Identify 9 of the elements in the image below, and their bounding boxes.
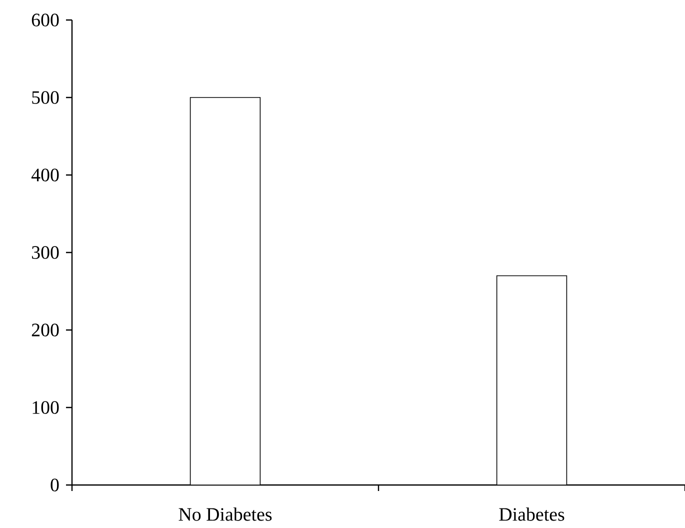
- y-tick-label: 400: [31, 168, 59, 182]
- y-tick-label: 200: [32, 324, 59, 336]
- y-tick-label: 600: [32, 14, 59, 26]
- x-tick-label: Diabetes: [499, 508, 564, 521]
- x-tick-label: No Diabetes: [178, 508, 272, 521]
- y-tick-label: 300: [32, 246, 59, 259]
- y-tick-label: 500: [32, 91, 59, 104]
- y-tick-label: 0: [50, 478, 59, 492]
- y-tick-label: 100: [32, 401, 59, 414]
